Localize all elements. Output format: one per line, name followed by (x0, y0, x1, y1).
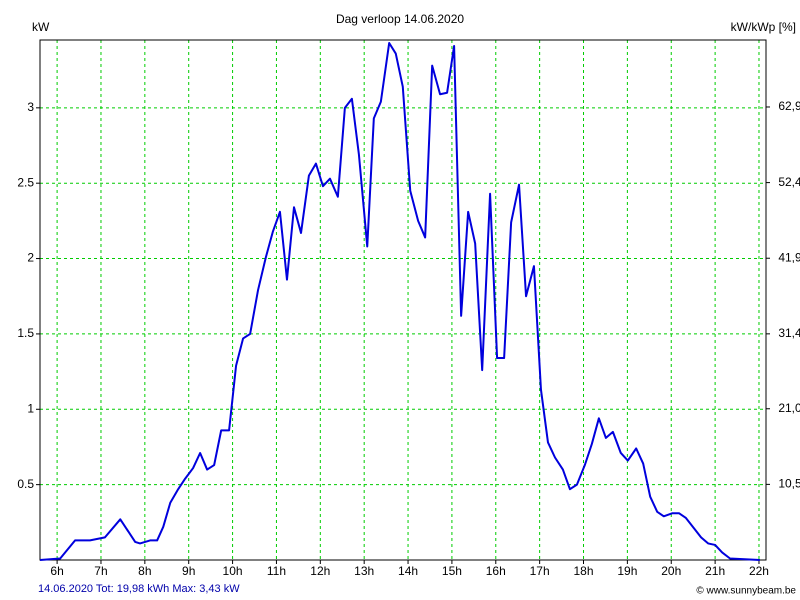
x-tick-label: 10h (223, 564, 243, 578)
x-tick-label: 11h (267, 564, 286, 578)
y2-tick-label: 31,4 (778, 326, 800, 340)
y2-tick-label: 10,5 (778, 477, 800, 491)
x-tick-label: 15h (442, 564, 462, 578)
x-tick-label: 21h (705, 564, 725, 578)
chart-title: Dag verloop 14.06.2020 (336, 12, 464, 26)
y-tick-label: 1.5 (17, 326, 34, 340)
y2-axis-label: kW/kWp [%] (731, 20, 796, 34)
x-tick-label: 9h (182, 564, 195, 578)
y-tick-label: 0.5 (17, 477, 34, 491)
y2-tick-label: 62,9 (778, 99, 800, 113)
x-tick-label: 7h (94, 564, 107, 578)
x-tick-label: 12h (310, 564, 330, 578)
y2-tick-label: 52,4 (778, 175, 800, 189)
y2-tick-label: 41,9 (778, 250, 800, 264)
x-tick-label: 17h (530, 564, 550, 578)
footer-right: © www.sunnybeam.be (696, 586, 796, 597)
x-tick-label: 6h (50, 564, 63, 578)
x-tick-label: 19h (617, 564, 637, 578)
x-tick-label: 8h (138, 564, 151, 578)
y-tick-label: 1 (27, 401, 34, 415)
x-tick-label: 13h (354, 564, 374, 578)
data-line (39, 42, 760, 561)
y-tick-label: 3 (27, 100, 34, 114)
x-tick-label: 16h (486, 564, 506, 578)
y2-tick-label: 21,0 (778, 401, 800, 415)
x-tick-label: 22h (749, 564, 769, 578)
y-axis-label: kW (32, 20, 50, 34)
y-tick-label: 2.5 (17, 175, 34, 189)
footer-left: 14.06.2020 Tot: 19,98 kWh Max: 3,43 kW (38, 583, 240, 595)
x-tick-label: 18h (573, 564, 593, 578)
y-tick-label: 2 (27, 251, 34, 265)
plot-frame (39, 39, 767, 561)
x-tick-label: 14h (398, 564, 418, 578)
x-tick-label: 20h (661, 564, 681, 578)
